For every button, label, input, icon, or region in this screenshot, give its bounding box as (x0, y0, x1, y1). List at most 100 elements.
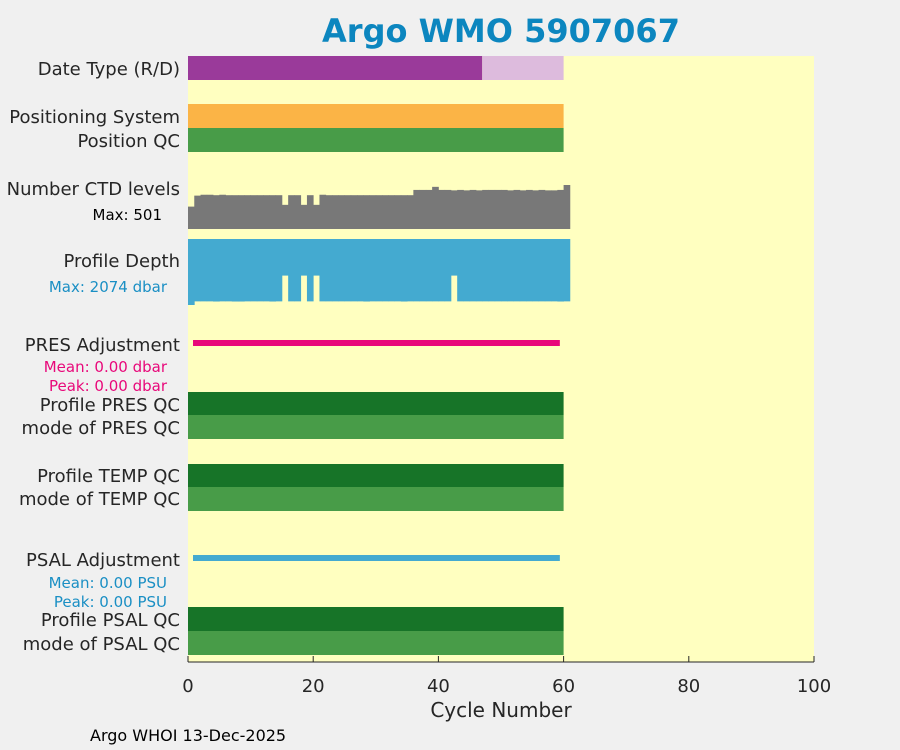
bar-ctd_levels-14 (275, 195, 283, 229)
bar-ctd_levels-16 (288, 195, 295, 229)
bar-ctd_levels-38 (425, 189, 433, 229)
bar-ctd_levels-9 (244, 195, 251, 229)
bar-ctd_levels-54 (526, 189, 533, 229)
bar-profile_depth-24 (338, 239, 345, 302)
bar-profile_depth-19 (306, 239, 314, 302)
chart-title: Argo WMO 5907067 (322, 12, 680, 50)
bar-ctd_levels-36 (413, 189, 421, 229)
bar-profile_depth-2 (200, 239, 208, 302)
bar-profile_depth-40 (438, 239, 446, 302)
bar-ctd_levels-48 (488, 189, 496, 229)
sublabel-psal_adjustment-1: Peak: 0.00 PSU (54, 593, 167, 611)
bar-profile_depth-18 (300, 239, 308, 276)
bar-ctd_levels-40 (438, 189, 446, 229)
bar-profile_depth-3 (206, 239, 214, 302)
bar-ctd_levels-28 (363, 195, 370, 229)
bar-ctd_levels-26 (350, 195, 358, 229)
bar-ctd_levels-58 (551, 190, 558, 229)
x-tick-label-100: 100 (797, 676, 831, 697)
bar-profile_depth-26 (350, 239, 358, 302)
bar-ctd_levels-13 (269, 195, 277, 229)
sublabel-pres_adjustment-0: Mean: 0.00 dbar (44, 358, 168, 376)
bar-mode_pres_qc-0 (188, 415, 564, 439)
bar-ctd_levels-12 (263, 195, 270, 229)
bar-ctd_levels-27 (357, 195, 364, 229)
footer-credit: Argo WHOI 13-Dec-2025 (90, 726, 287, 745)
bar-ctd_levels-56 (538, 189, 546, 229)
bar-profile_depth-20 (313, 239, 320, 276)
bar-ctd_levels-60 (563, 185, 571, 229)
bar-profile_depth-42 (450, 239, 458, 276)
bar-ctd_levels-57 (544, 190, 552, 229)
bar-profile_depth-30 (375, 239, 383, 302)
bar-ctd_levels-53 (519, 190, 527, 229)
bar-profile_depth-59 (557, 239, 564, 302)
bar-profile_depth-53 (519, 239, 527, 302)
bar-profile_depth-7 (231, 239, 239, 302)
bar-profile_depth-55 (532, 239, 539, 302)
bar-mode_temp_qc-0 (188, 487, 564, 511)
bar-profile_depth-50 (501, 239, 508, 302)
bar-profile_depth-48 (488, 239, 496, 302)
bar-ctd_levels-7 (231, 195, 239, 229)
bar-ctd_levels-35 (407, 195, 414, 229)
bar-profile_depth-22 (325, 239, 333, 302)
bar-ctd_levels-4 (213, 195, 220, 229)
bar-profile_depth-35 (407, 239, 414, 302)
bar-date_type-1 (482, 56, 564, 80)
bar-ctd_levels-32 (388, 195, 395, 229)
bar-ctd_levels-5 (219, 194, 226, 229)
bar-profile_depth-39 (432, 239, 439, 302)
bar-profile_depth-44 (463, 239, 471, 302)
bar-ctd_levels-3 (206, 194, 214, 229)
bar-positioning-0 (188, 104, 564, 128)
bar-profile_depth-37 (419, 239, 427, 302)
bar-ctd_levels-39 (432, 186, 439, 229)
bar-profile_depth-25 (344, 239, 352, 302)
bar-profile_depth-45 (469, 239, 477, 302)
bar-ctd_levels-31 (382, 195, 389, 229)
bar-ctd_levels-25 (344, 195, 352, 229)
bar-ctd_levels-20 (313, 204, 320, 229)
bar-ctd_levels-1 (194, 195, 201, 229)
bar-profile_depth-36 (413, 239, 421, 302)
bar-profile_depth-38 (425, 239, 433, 302)
row-label-mode_temp_qc: mode of TEMP QC (19, 489, 180, 510)
bar-profile_depth-52 (513, 239, 521, 302)
bar-profile_depth-57 (544, 239, 552, 302)
bar-ctd_levels-23 (331, 195, 339, 229)
bar-ctd_levels-59 (557, 189, 564, 229)
bar-ctd_levels-37 (419, 189, 427, 229)
x-tick-label-40: 40 (427, 676, 450, 697)
bar-profile_depth-41 (444, 239, 452, 302)
sublabel-ctd_levels: Max: 501 (93, 206, 162, 224)
bar-profile_temp_qc-0 (188, 464, 564, 487)
bar-profile_depth-0 (188, 239, 195, 305)
bar-ctd_levels-43 (457, 189, 464, 229)
bar-profile_depth-23 (331, 239, 339, 302)
x-tick-label-80: 80 (677, 676, 700, 697)
bar-profile_psal_qc-0 (188, 607, 564, 631)
bar-profile_depth-47 (482, 239, 489, 302)
bar-date_type-0 (188, 56, 483, 80)
bar-profile_depth-46 (475, 239, 483, 302)
bar-profile_depth-9 (244, 239, 251, 302)
bar-ctd_levels-29 (369, 195, 377, 229)
bar-ctd_levels-10 (250, 195, 258, 229)
bar-ctd_levels-45 (469, 189, 477, 229)
bar-ctd_levels-8 (238, 195, 245, 229)
bar-profile_pres_qc-0 (188, 392, 564, 415)
bar-ctd_levels-19 (306, 195, 314, 229)
bar-mode_psal_qc-0 (188, 631, 564, 655)
row-label-pres_adjustment: PRES Adjustment (25, 335, 180, 356)
bar-profile_depth-28 (363, 239, 370, 302)
x-axis-label: Cycle Number (430, 698, 572, 722)
bar-profile_depth-1 (194, 239, 201, 302)
bar-profile_depth-31 (382, 239, 389, 302)
bar-ctd_levels-50 (501, 189, 508, 229)
bar-profile_depth-33 (394, 239, 402, 302)
bar-ctd_levels-0 (188, 206, 195, 229)
bar-profile_depth-14 (275, 239, 283, 302)
